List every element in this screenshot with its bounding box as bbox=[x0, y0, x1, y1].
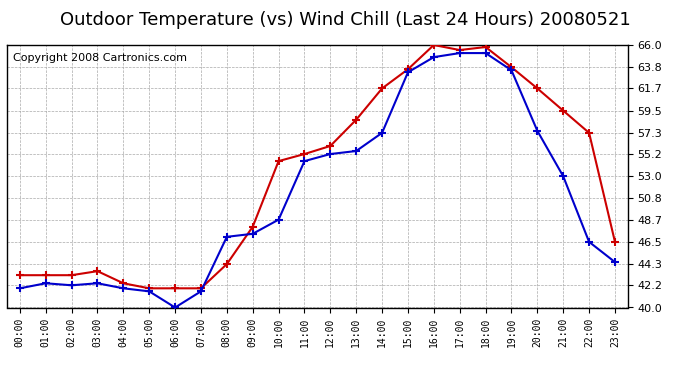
Text: Copyright 2008 Cartronics.com: Copyright 2008 Cartronics.com bbox=[13, 53, 187, 63]
Text: Outdoor Temperature (vs) Wind Chill (Last 24 Hours) 20080521: Outdoor Temperature (vs) Wind Chill (Las… bbox=[59, 11, 631, 29]
